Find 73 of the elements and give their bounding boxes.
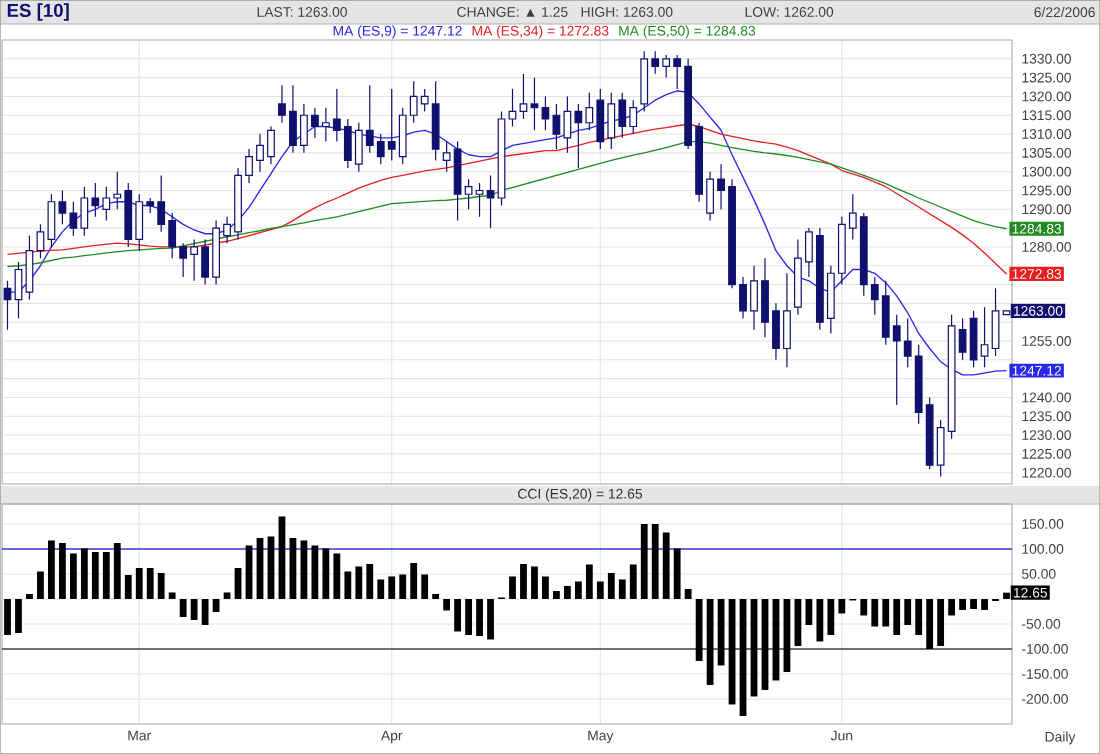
bar [146, 567, 154, 599]
bar [91, 551, 99, 599]
bar [476, 598, 483, 636]
bar [344, 571, 352, 599]
bar [915, 598, 923, 635]
bar [124, 574, 132, 599]
bar [454, 598, 461, 632]
bar [563, 585, 571, 599]
bar [179, 598, 187, 617]
bar [959, 598, 966, 610]
bar [651, 523, 659, 599]
bar [157, 572, 165, 599]
bar [904, 598, 912, 625]
bar [805, 598, 813, 625]
bar [135, 567, 143, 599]
bar [695, 598, 703, 661]
bar [970, 598, 977, 609]
bar [816, 598, 824, 642]
bar [322, 548, 330, 599]
bar [981, 598, 988, 610]
bar [48, 540, 55, 599]
bar [26, 593, 33, 599]
bar [882, 598, 890, 627]
bar [223, 592, 231, 599]
bar [201, 598, 209, 625]
bar [366, 563, 374, 599]
bar [574, 581, 582, 599]
bar [113, 542, 121, 599]
chart-title: ES [10] [7, 3, 69, 21]
bar [443, 598, 451, 611]
bar [190, 598, 198, 620]
bar [168, 592, 176, 599]
bar [421, 574, 429, 599]
bar [926, 598, 934, 649]
bar [871, 598, 879, 627]
bar [629, 564, 637, 599]
bar [520, 563, 527, 599]
bar [860, 598, 868, 616]
bar [432, 593, 440, 599]
bar [355, 566, 363, 599]
bar [618, 579, 626, 599]
bar [607, 572, 615, 599]
bar [827, 598, 835, 635]
bar [465, 598, 472, 635]
bar [596, 581, 604, 599]
bar [662, 532, 670, 599]
bar [58, 542, 66, 599]
bar [311, 545, 319, 599]
bar [487, 598, 494, 640]
bar [37, 571, 44, 599]
bar [585, 564, 593, 599]
bar [509, 576, 516, 599]
bar [542, 576, 549, 599]
bar [948, 598, 956, 616]
bar [838, 598, 846, 614]
bar [673, 548, 681, 599]
bar [333, 553, 341, 599]
bar [4, 598, 11, 635]
bar [69, 553, 77, 599]
bar [102, 551, 110, 599]
bar [80, 548, 88, 599]
bar [640, 523, 648, 599]
bar [399, 574, 407, 599]
bar [553, 590, 560, 599]
bar [706, 598, 714, 685]
bar [410, 562, 418, 599]
bar [893, 598, 901, 635]
bar [684, 588, 692, 599]
bar [937, 598, 945, 646]
bar [531, 566, 538, 599]
bar [15, 598, 22, 633]
bar [388, 576, 396, 599]
bar [377, 579, 385, 599]
